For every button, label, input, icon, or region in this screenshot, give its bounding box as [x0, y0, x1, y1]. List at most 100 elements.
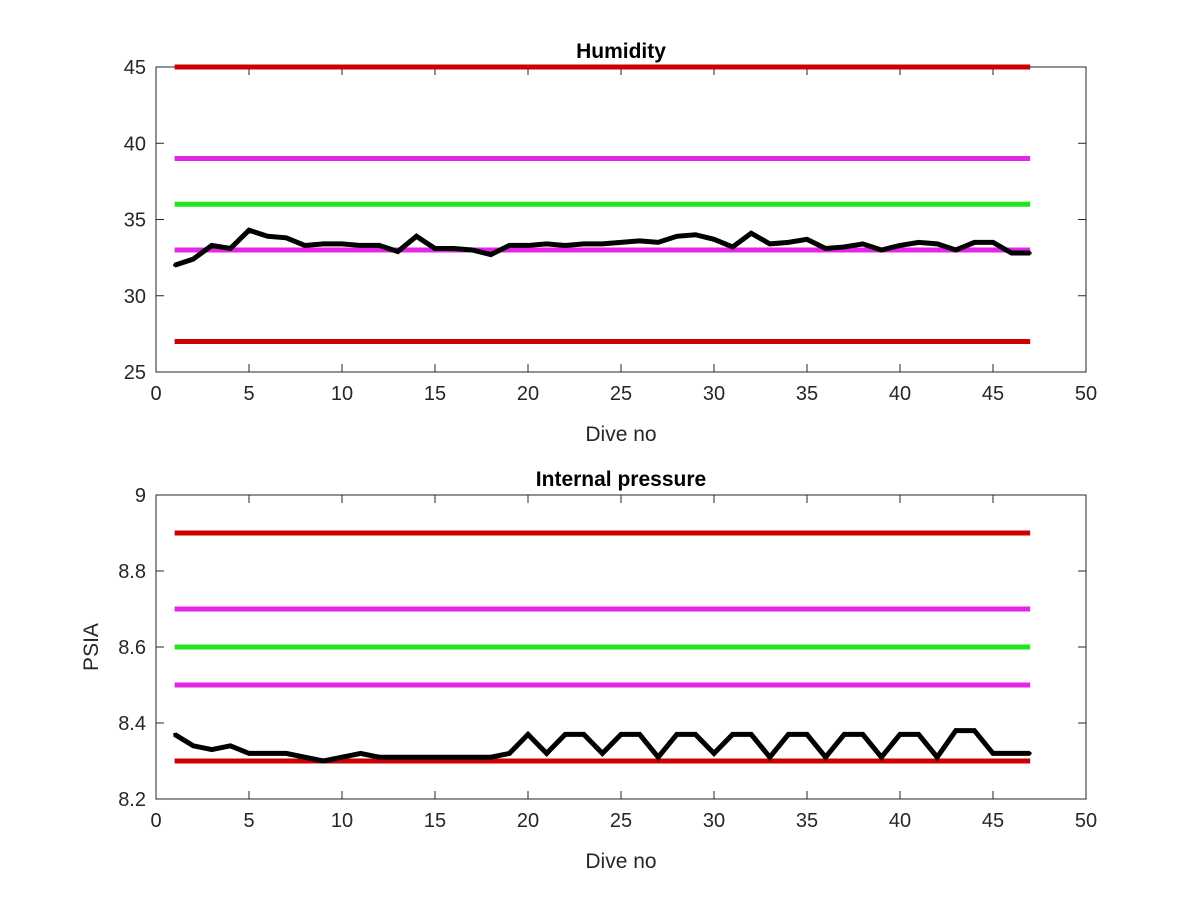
- internal-pressure-data-point: [340, 755, 344, 759]
- internal-pressure-y-tick-label: 8.8: [118, 561, 146, 583]
- humidity-axes-frame: [155, 66, 1087, 373]
- humidity-data-point: [452, 246, 456, 250]
- internal-pressure-data-point: [563, 732, 567, 736]
- humidity-y-tick-label: 30: [124, 286, 146, 308]
- humidity-data-point: [693, 233, 697, 237]
- humidity-data-point: [563, 243, 567, 247]
- internal-pressure-data-point: [210, 748, 214, 752]
- humidity-data-point: [414, 234, 418, 238]
- internal-pressure-data-point: [173, 732, 177, 736]
- internal-pressure-data-point: [805, 732, 809, 736]
- internal-pressure-data-point: [526, 732, 530, 736]
- humidity-plot: 0 5 10 15 20 25 30 35 40 45 50 25 30 35 40 45 Humidity Di…: [124, 40, 1097, 446]
- internal-pressure-data-point: [693, 732, 697, 736]
- internal-pressure-data-point: [359, 751, 363, 755]
- internal-pressure-series-line: [173, 728, 1031, 764]
- internal-pressure-data-point: [321, 759, 325, 763]
- humidity-data-point: [470, 248, 474, 252]
- humidity-y-tick-label: 40: [124, 133, 146, 155]
- humidity-data-point: [1010, 251, 1014, 255]
- internal-pressure-data-point: [452, 755, 456, 759]
- internal-pressure-x-tick-label: 10: [331, 810, 353, 832]
- internal-pressure-y-tick-label: 8.4: [118, 713, 146, 735]
- internal-pressure-data-point: [303, 755, 307, 759]
- humidity-x-tick-label: 45: [982, 383, 1004, 405]
- internal-pressure-x-tick-label: 5: [243, 810, 254, 832]
- humidity-title: Humidity: [576, 40, 666, 63]
- humidity-data-point: [972, 240, 976, 244]
- internal-pressure-x-tick-label: 25: [610, 810, 632, 832]
- internal-pressure-data-point: [507, 751, 511, 755]
- internal-pressure-data-point: [619, 732, 623, 736]
- humidity-data-point: [768, 242, 772, 246]
- humidity-data-point: [210, 243, 214, 247]
- humidity-x-tick-label: 25: [610, 383, 632, 405]
- humidity-data-point: [507, 243, 511, 247]
- internal-pressure-y-tick-label: 8.6: [118, 637, 146, 659]
- humidity-data-point: [377, 243, 381, 247]
- humidity-data-point: [749, 231, 753, 235]
- humidity-data-point: [842, 245, 846, 249]
- internal-pressure-data-point: [786, 732, 790, 736]
- internal-pressure-data-point: [1028, 751, 1032, 755]
- internal-pressure-data-point: [675, 732, 679, 736]
- humidity-x-tick-label: 30: [703, 383, 725, 405]
- internal-pressure-data-point: [991, 751, 995, 755]
- humidity-data-point: [712, 237, 716, 241]
- internal-pressure-x-tick-label: 20: [517, 810, 539, 832]
- internal-pressure-data-point: [898, 732, 902, 736]
- internal-pressure-data-point: [935, 755, 939, 759]
- humidity-data-point: [396, 250, 400, 254]
- humidity-data-point: [805, 237, 809, 241]
- humidity-x-tick-label: 10: [331, 383, 353, 405]
- internal-pressure-data-point: [266, 751, 270, 755]
- internal-pressure-data-point: [712, 751, 716, 755]
- internal-pressure-y-tick-label: 9: [135, 485, 146, 507]
- internal-pressure-data-point: [972, 729, 976, 733]
- internal-pressure-data-point: [396, 755, 400, 759]
- internal-pressure-data-point: [842, 732, 846, 736]
- humidity-x-tick-label: 50: [1075, 383, 1097, 405]
- humidity-data-point: [582, 242, 586, 246]
- humidity-data-point: [489, 253, 493, 257]
- humidity-data-point: [917, 240, 921, 244]
- internal-pressure-data-point: [861, 732, 865, 736]
- humidity-data-point: [1028, 251, 1032, 255]
- humidity-data-point: [340, 242, 344, 246]
- internal-pressure-plot: 0 5 10 15 20 25 30 35 40 45 50 8.2 8.4 8.6 8.8 9 Interna…: [80, 468, 1097, 873]
- internal-pressure-x-tick-label: 35: [796, 810, 818, 832]
- humidity-data-point: [526, 243, 530, 247]
- humidity-data-point: [786, 240, 790, 244]
- internal-pressure-x-tick-label: 0: [150, 810, 161, 832]
- internal-pressure-data-point: [582, 732, 586, 736]
- humidity-data-point: [991, 240, 995, 244]
- humidity-data-point: [359, 243, 363, 247]
- humidity-data-point: [619, 240, 623, 244]
- internal-pressure-data-point: [600, 751, 604, 755]
- humidity-x-tick-label: 40: [889, 383, 911, 405]
- humidity-data-point: [879, 248, 883, 252]
- humidity-x-axis-label: Dive no: [585, 423, 656, 446]
- humidity-data-point: [545, 242, 549, 246]
- humidity-data-point: [731, 245, 735, 249]
- humidity-data-point: [228, 246, 232, 250]
- internal-pressure-x-tick-label: 50: [1075, 810, 1097, 832]
- internal-pressure-data-point: [284, 751, 288, 755]
- internal-pressure-data-point: [191, 744, 195, 748]
- humidity-x-tick-label: 5: [243, 383, 254, 405]
- internal-pressure-data-point: [954, 729, 958, 733]
- humidity-x-tick-label: 35: [796, 383, 818, 405]
- internal-pressure-x-axis-label: Dive no: [585, 850, 656, 873]
- internal-pressure-title: Internal pressure: [536, 468, 706, 491]
- internal-pressure-data-point: [470, 755, 474, 759]
- internal-pressure-data-point: [433, 755, 437, 759]
- humidity-data-point: [638, 239, 642, 243]
- humidity-data-point: [321, 242, 325, 246]
- internal-pressure-data-point: [768, 755, 772, 759]
- internal-pressure-data-point: [489, 755, 493, 759]
- humidity-x-tick-label: 15: [424, 383, 446, 405]
- humidity-data-point: [266, 234, 270, 238]
- humidity-data-point: [600, 242, 604, 246]
- internal-pressure-data-point: [377, 755, 381, 759]
